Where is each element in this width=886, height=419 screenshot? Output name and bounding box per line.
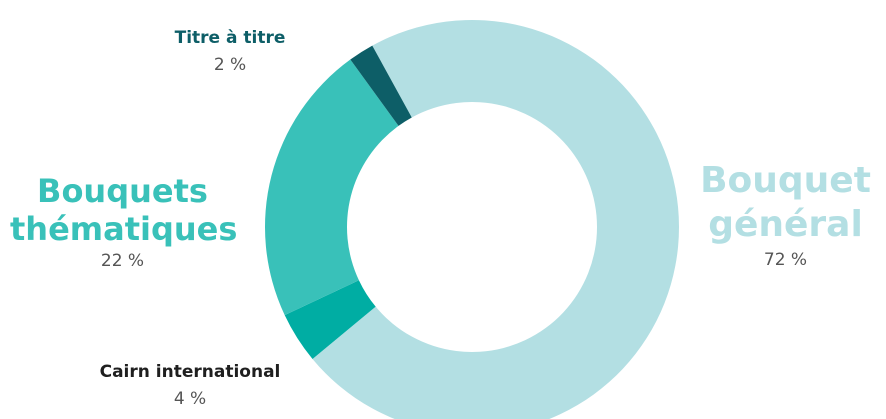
label-titre-name: Titre à titre: [174, 28, 286, 48]
label-cairn-value: 4 %: [173, 389, 207, 409]
label-thematiques-name-line1: Bouquets: [37, 172, 208, 210]
label-thematiques-name-line2: thématiques: [10, 210, 238, 248]
label-general-name-line1: Bouquet: [700, 160, 871, 201]
donut-slice-titre-a-titre: [350, 45, 412, 126]
donut-slice-bouquets-thematiques: [265, 59, 399, 316]
label-thematiques-value: 22 %: [100, 251, 145, 271]
label-bouquet-general: Bouquet général 72 %: [688, 159, 883, 271]
label-cairn-international: Cairn international 4 %: [80, 362, 300, 410]
label-cairn-name: Cairn international: [99, 362, 281, 382]
donut-slice-cairn-international: [284, 280, 376, 359]
donut-slice-bouquet-general: [312, 20, 679, 419]
label-bouquets-thematiques: Bouquets thématiques 22 %: [10, 172, 238, 272]
label-titre-value: 2 %: [213, 55, 247, 75]
label-titre-a-titre: Titre à titre 2 %: [150, 28, 310, 76]
label-general-value: 72 %: [763, 250, 808, 270]
label-general-name-line2: général: [708, 204, 863, 245]
